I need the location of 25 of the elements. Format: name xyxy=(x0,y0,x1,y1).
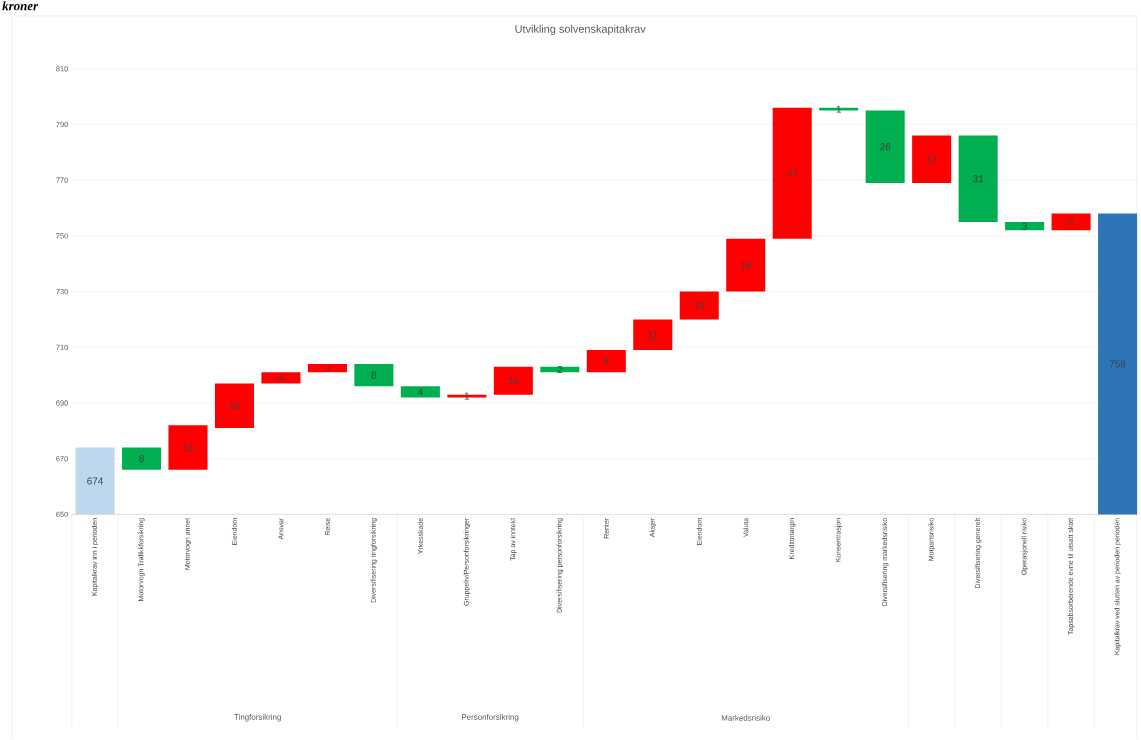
data-label: 16 xyxy=(229,402,240,410)
data-label: 31 xyxy=(972,175,984,183)
data-label: 1 xyxy=(464,392,470,400)
data-label: 6 xyxy=(1068,218,1074,226)
data-label: 758 xyxy=(1109,360,1126,368)
data-label: 19 xyxy=(740,261,751,269)
chart-title: Utvikling solvenskapitakrav xyxy=(515,24,646,36)
data-label: 2 xyxy=(557,366,563,374)
data-label: 674 xyxy=(87,477,104,485)
data-label: 26 xyxy=(880,143,891,151)
data-label: 11 xyxy=(648,331,658,339)
data-label: 8 xyxy=(139,455,144,463)
data-label: 4 xyxy=(417,388,423,396)
data-label: 3 xyxy=(1022,222,1027,230)
data-label: 47 xyxy=(786,169,798,177)
data-label: 3 xyxy=(325,364,330,372)
data-label: 16 xyxy=(183,444,194,452)
data-label: 8 xyxy=(603,357,609,365)
data-label: 17 xyxy=(926,156,937,163)
text: kroner xyxy=(2,1,39,11)
data-label: 1 xyxy=(836,105,841,113)
data-label: 8 xyxy=(371,371,377,379)
data-label: 10 xyxy=(508,377,519,385)
data-label: 4 xyxy=(278,374,284,382)
data-label: 10 xyxy=(694,302,705,310)
